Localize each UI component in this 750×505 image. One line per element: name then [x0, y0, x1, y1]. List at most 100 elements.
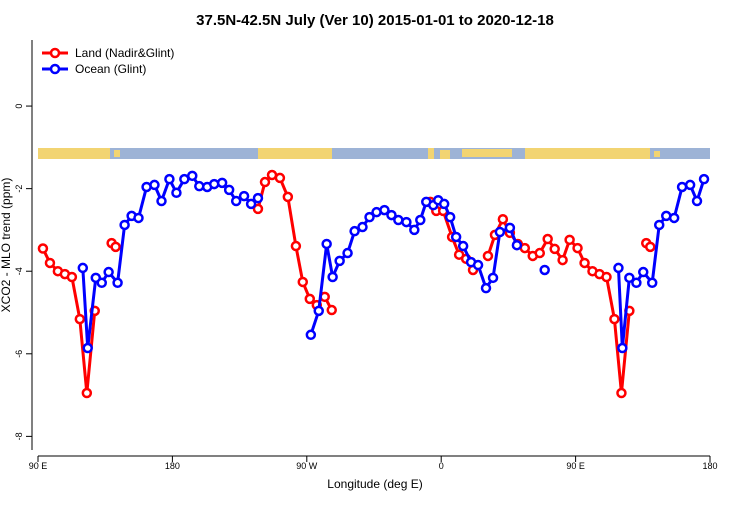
point — [624, 272, 635, 284]
point — [646, 277, 658, 289]
legend-marker — [49, 63, 61, 75]
x-tick-label: 180 — [165, 461, 180, 471]
point — [208, 178, 220, 190]
map-strip — [38, 148, 710, 159]
point — [321, 238, 332, 250]
point — [252, 203, 264, 215]
point — [691, 195, 703, 207]
point — [497, 213, 509, 225]
x-tick-label: 90 E — [566, 461, 585, 471]
point — [326, 304, 337, 316]
point — [149, 179, 160, 191]
point — [119, 219, 130, 231]
point — [684, 179, 696, 191]
point — [216, 177, 228, 189]
point — [450, 231, 462, 243]
point — [74, 313, 86, 325]
point — [156, 195, 167, 207]
point — [305, 329, 317, 341]
point — [579, 257, 590, 269]
point — [549, 243, 560, 255]
point — [349, 225, 360, 237]
point — [438, 198, 450, 210]
point — [539, 264, 550, 276]
point — [110, 241, 121, 253]
point — [81, 387, 93, 399]
point — [457, 240, 469, 252]
point — [534, 247, 546, 259]
legend-label: Land (Nadir&Glint) — [75, 46, 174, 60]
point — [112, 277, 123, 289]
point — [223, 184, 235, 196]
point — [511, 239, 523, 251]
legend-marker — [49, 47, 61, 59]
point — [444, 211, 456, 223]
point — [274, 172, 286, 184]
point — [238, 190, 250, 202]
y-tick-label: -6 — [14, 350, 24, 358]
x-tick-label: 180 — [702, 461, 717, 471]
point — [472, 259, 484, 271]
point — [393, 214, 404, 226]
series-line — [41, 173, 652, 394]
point — [504, 222, 516, 234]
legend-label: Ocean (Glint) — [75, 62, 146, 76]
point — [557, 254, 568, 266]
point — [259, 176, 271, 188]
point — [77, 262, 89, 274]
point — [631, 277, 642, 289]
x-tick-label: 0 — [439, 461, 444, 471]
point — [617, 342, 628, 354]
point — [415, 214, 426, 226]
point — [82, 342, 93, 354]
point — [609, 313, 620, 325]
y-tick-label: -2 — [14, 185, 24, 193]
point — [482, 250, 494, 262]
point — [187, 170, 198, 182]
point — [334, 255, 345, 267]
chart-title: 37.5N-42.5N July (Ver 10) 2015-01-01 to … — [196, 12, 554, 29]
point — [572, 242, 583, 254]
y-tick-label: 0 — [14, 104, 24, 109]
x-tick-label: 90 W — [296, 461, 318, 471]
point — [103, 266, 114, 278]
point — [290, 240, 302, 252]
point — [357, 221, 368, 233]
point — [564, 234, 575, 246]
point — [487, 272, 499, 284]
y-tick-label: -8 — [14, 432, 24, 440]
point — [379, 204, 390, 216]
point — [96, 277, 108, 289]
point — [616, 387, 627, 399]
point — [480, 282, 492, 294]
point — [401, 216, 412, 228]
point — [171, 187, 182, 199]
point — [164, 173, 175, 185]
point — [386, 209, 397, 221]
point — [601, 271, 612, 283]
y-axis-label: XCO2 - MLO trend (ppm) — [0, 178, 13, 313]
point — [282, 191, 294, 203]
point — [645, 241, 656, 253]
point — [653, 219, 665, 231]
point — [245, 198, 257, 210]
point — [698, 173, 710, 185]
point — [613, 262, 624, 274]
point — [230, 195, 242, 207]
point — [297, 276, 309, 288]
y-tick-label: -4 — [14, 267, 24, 275]
point — [327, 271, 338, 283]
x-tick-label: 90 E — [29, 461, 48, 471]
point — [342, 247, 353, 259]
point — [637, 266, 649, 278]
point — [313, 305, 324, 317]
point — [44, 257, 56, 269]
point — [494, 226, 506, 238]
point — [676, 181, 688, 193]
point — [133, 212, 144, 224]
point — [252, 192, 264, 204]
point — [66, 271, 78, 283]
point — [542, 233, 553, 245]
point — [364, 211, 375, 223]
